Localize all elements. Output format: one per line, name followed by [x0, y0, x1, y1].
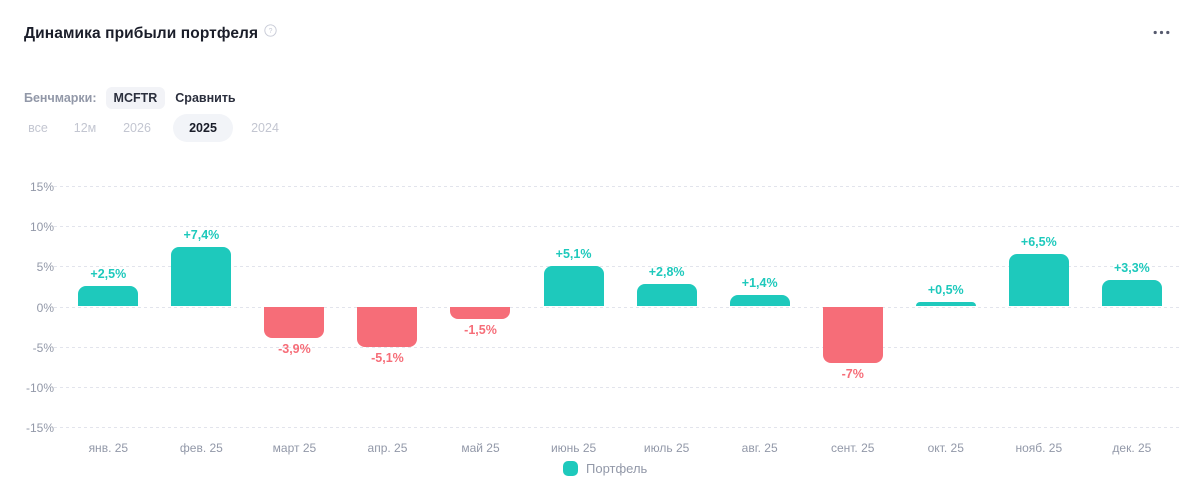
- svg-text:?: ?: [269, 28, 273, 35]
